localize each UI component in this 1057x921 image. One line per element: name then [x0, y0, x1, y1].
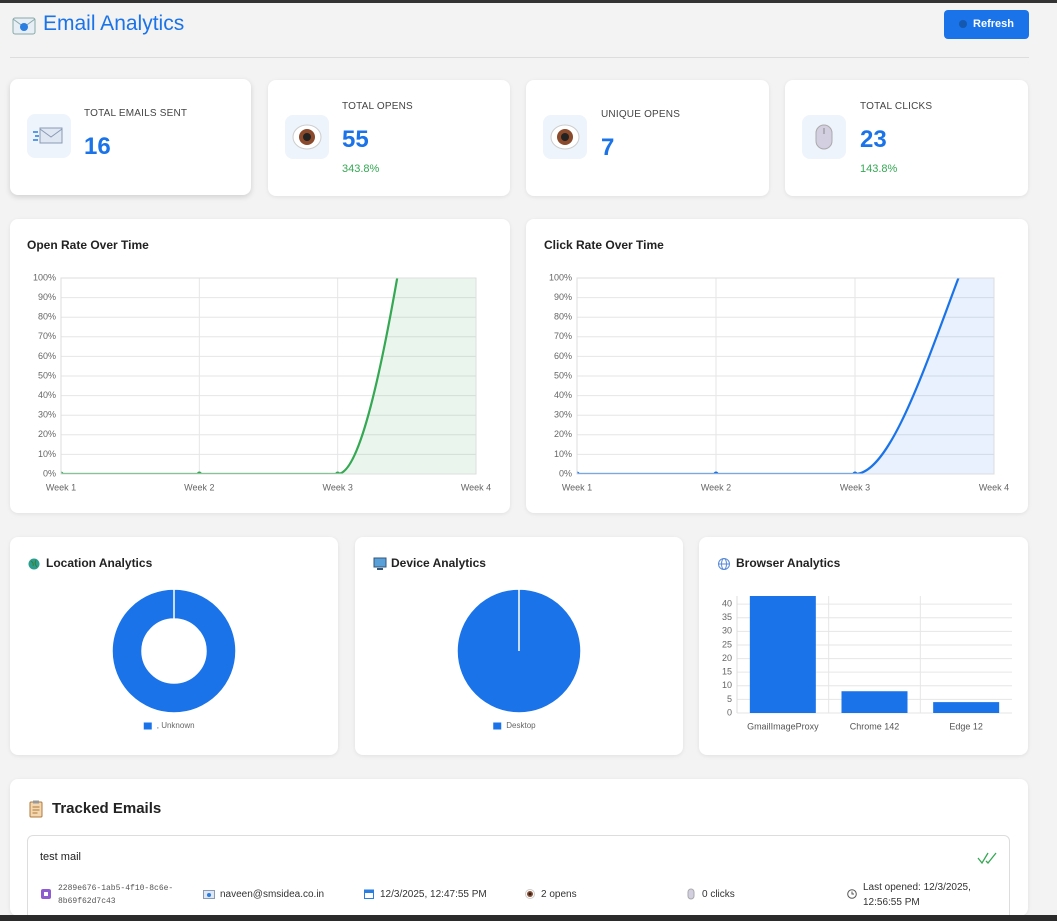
stat-value: 23	[860, 126, 887, 153]
chart-card	[10, 537, 338, 755]
stat-label: TOTAL CLICKS	[860, 101, 933, 112]
read-check	[977, 852, 997, 865]
stat-icon	[802, 115, 846, 159]
clock-icon	[847, 889, 857, 899]
email-date: 12/3/2025, 12:47:55 PM	[380, 889, 487, 900]
stat-value: 16	[84, 133, 111, 160]
id-icon	[41, 889, 51, 899]
stat-card: TOTAL EMAILS SENT 16	[10, 79, 251, 195]
divider	[10, 57, 1029, 58]
email-opens: 2 opens	[541, 889, 577, 900]
email-to: naveen@smsidea.co.in	[220, 889, 325, 900]
stat-icon	[27, 114, 71, 158]
header-icon	[12, 17, 36, 35]
section-title: Tracked Emails	[52, 800, 162, 817]
top-bar	[0, 0, 1057, 3]
bottom-bar	[0, 915, 1057, 921]
clipboard-icon	[29, 800, 43, 818]
stat-icon	[543, 115, 587, 159]
email-item[interactable]: test mail 2289e676-1ab5-4f10-8c6e-8b69f6…	[27, 835, 1010, 916]
to-icon	[203, 890, 215, 899]
stat-label: TOTAL OPENS	[342, 101, 413, 112]
email-subject: test mail	[40, 851, 81, 863]
chart-card	[355, 537, 683, 755]
page-title: Email Analytics	[43, 12, 185, 35]
stat-icon	[285, 115, 329, 159]
email-clicks: 0 clicks	[702, 889, 735, 900]
stat-value: 55	[342, 126, 369, 153]
date-icon	[364, 889, 374, 899]
stat-card: TOTAL OPENS 55 343.8%	[268, 80, 510, 196]
stat-card: TOTAL CLICKS 23 143.8%	[785, 80, 1028, 196]
stat-change: 343.8%	[342, 163, 380, 175]
refresh-icon	[959, 20, 968, 28]
opens-icon	[525, 889, 535, 899]
clicks-icon	[687, 888, 695, 900]
stat-change: 143.8%	[860, 163, 898, 175]
chart-card	[699, 537, 1028, 755]
stat-label: UNIQUE OPENS	[601, 109, 681, 120]
stat-label: TOTAL EMAILS SENT	[84, 108, 188, 119]
stat-value: 7	[601, 134, 615, 161]
refresh-button[interactable]: Refresh	[944, 10, 1029, 39]
chart-card	[10, 219, 510, 513]
email-id: 2289e676-1ab5-4f10-8c6e-8b69f62d7c43	[58, 884, 174, 906]
chart-card	[526, 219, 1028, 513]
refresh-label: Refresh	[973, 18, 1014, 30]
email-last-opened: Last opened: 12/3/2025, 12:56:55 PM	[863, 882, 971, 908]
tracked-card: Tracked Emails test mail 2289e676-1ab5-4…	[10, 779, 1028, 916]
stat-card: UNIQUE OPENS 7	[526, 80, 769, 196]
